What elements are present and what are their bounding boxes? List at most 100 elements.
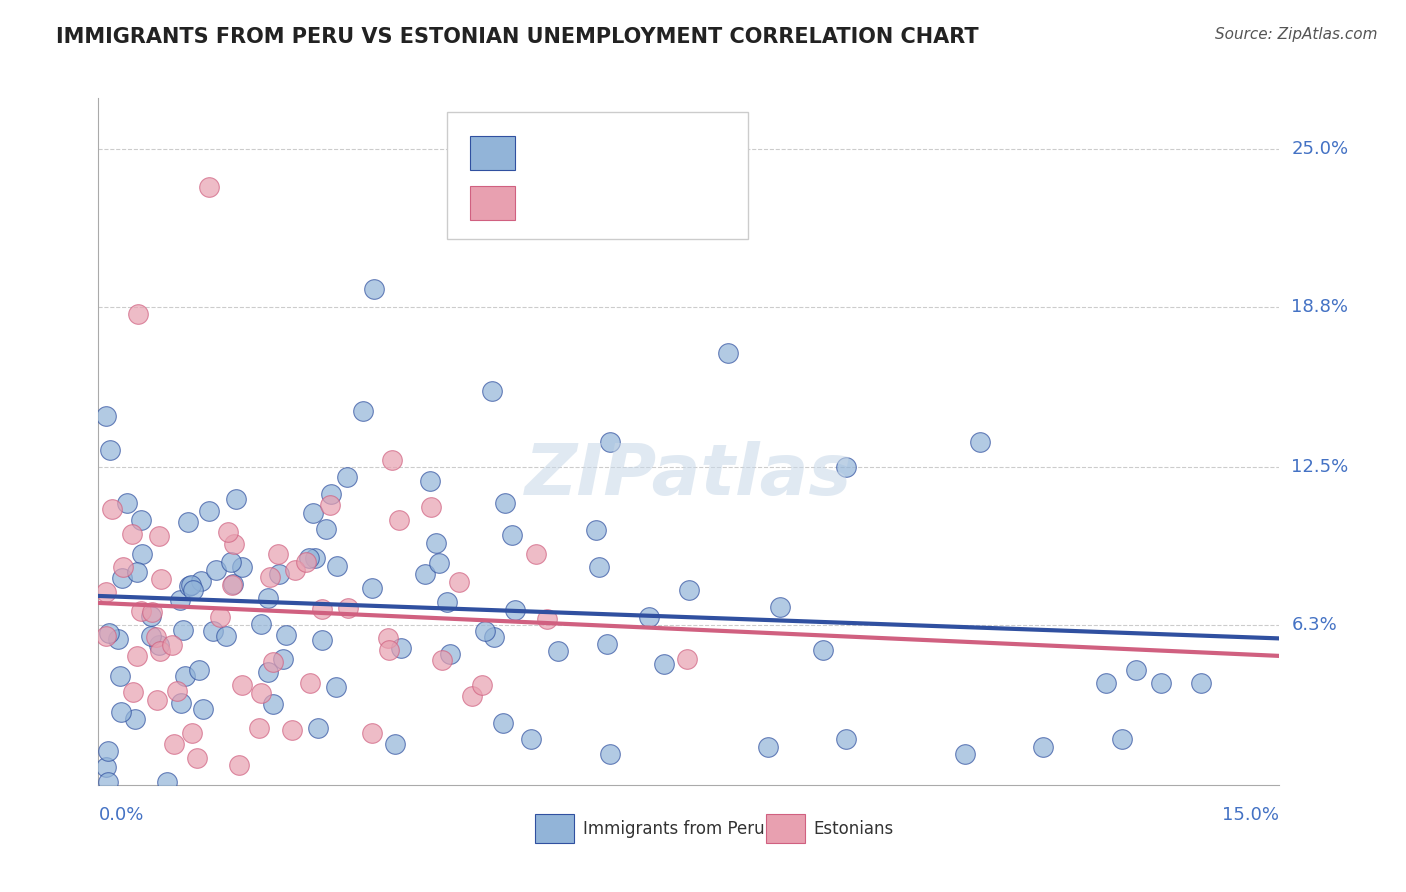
Point xyxy=(262,697,284,711)
Text: 0.0%: 0.0% xyxy=(98,805,143,823)
Point xyxy=(96,760,118,774)
Point xyxy=(96,585,118,599)
Point xyxy=(249,686,271,700)
Point xyxy=(177,516,200,530)
Point xyxy=(121,526,143,541)
Point xyxy=(231,560,253,574)
Point xyxy=(596,637,619,651)
Point xyxy=(96,409,118,424)
Point xyxy=(384,737,406,751)
Point xyxy=(259,570,281,584)
Point xyxy=(536,613,558,627)
Point xyxy=(149,644,172,658)
Point xyxy=(267,547,290,561)
Point xyxy=(97,775,120,789)
Point xyxy=(311,601,333,615)
Point xyxy=(494,495,516,509)
Text: R = 0.026: R = 0.026 xyxy=(527,194,617,211)
Point xyxy=(191,702,214,716)
FancyBboxPatch shape xyxy=(536,814,575,843)
Point xyxy=(1189,676,1212,690)
Point xyxy=(217,524,239,539)
Point xyxy=(222,576,245,591)
Point xyxy=(482,631,505,645)
FancyBboxPatch shape xyxy=(471,186,516,220)
Point xyxy=(98,443,121,458)
Point xyxy=(337,600,360,615)
Text: Source: ZipAtlas.com: Source: ZipAtlas.com xyxy=(1215,27,1378,42)
Point xyxy=(231,678,253,692)
Text: 6.3%: 6.3% xyxy=(1291,615,1337,633)
Point xyxy=(129,604,152,618)
Point xyxy=(127,565,149,579)
Point xyxy=(127,649,149,664)
Point xyxy=(197,180,219,194)
Point xyxy=(315,522,337,536)
Point xyxy=(97,744,120,758)
Point xyxy=(501,528,523,542)
Point xyxy=(588,560,610,574)
Point xyxy=(491,715,513,730)
Point xyxy=(107,632,129,646)
Point xyxy=(307,721,329,735)
Point xyxy=(97,626,120,640)
Text: 15.0%: 15.0% xyxy=(1222,805,1279,823)
FancyBboxPatch shape xyxy=(471,136,516,170)
Point xyxy=(215,629,238,643)
Point xyxy=(131,548,153,562)
Point xyxy=(638,609,661,624)
Point xyxy=(756,739,779,754)
Point xyxy=(363,282,385,296)
Point xyxy=(163,737,186,751)
Point xyxy=(361,726,384,740)
Point xyxy=(172,623,194,637)
Point xyxy=(319,487,342,501)
Point xyxy=(179,579,201,593)
FancyBboxPatch shape xyxy=(447,112,748,239)
Point xyxy=(302,506,325,520)
Point xyxy=(413,566,436,581)
Point xyxy=(274,628,297,642)
Point xyxy=(427,556,450,570)
Point xyxy=(311,633,333,648)
Point xyxy=(173,669,195,683)
Point xyxy=(115,496,138,510)
Text: Estonians: Estonians xyxy=(813,820,893,838)
Text: R = 0.069: R = 0.069 xyxy=(527,143,617,161)
Point xyxy=(110,571,132,585)
Point xyxy=(127,307,149,321)
Point xyxy=(139,608,162,623)
Text: ZIPatlas: ZIPatlas xyxy=(526,442,852,510)
Point xyxy=(547,644,569,658)
Point xyxy=(360,581,382,595)
Point xyxy=(186,751,208,765)
Point xyxy=(326,559,349,574)
Point xyxy=(378,643,401,657)
Point xyxy=(325,680,347,694)
Point xyxy=(141,605,163,619)
Point xyxy=(835,732,858,747)
Point xyxy=(599,747,621,762)
Point xyxy=(447,575,470,590)
Point xyxy=(169,593,191,607)
Point xyxy=(471,678,494,692)
Point xyxy=(336,470,359,484)
Point xyxy=(267,567,290,582)
Point xyxy=(262,655,284,669)
Point xyxy=(111,560,134,574)
Point xyxy=(122,685,145,699)
Point xyxy=(474,624,496,638)
Point xyxy=(811,643,834,657)
Point xyxy=(436,595,458,609)
Point xyxy=(180,578,202,592)
Point xyxy=(676,652,699,666)
Point xyxy=(439,647,461,661)
Text: 12.5%: 12.5% xyxy=(1291,458,1348,476)
Point xyxy=(221,577,243,591)
Point xyxy=(419,474,441,488)
Point xyxy=(1095,676,1118,690)
Point xyxy=(304,550,326,565)
Point xyxy=(219,555,242,569)
Point xyxy=(225,492,247,507)
Point xyxy=(1125,663,1147,677)
